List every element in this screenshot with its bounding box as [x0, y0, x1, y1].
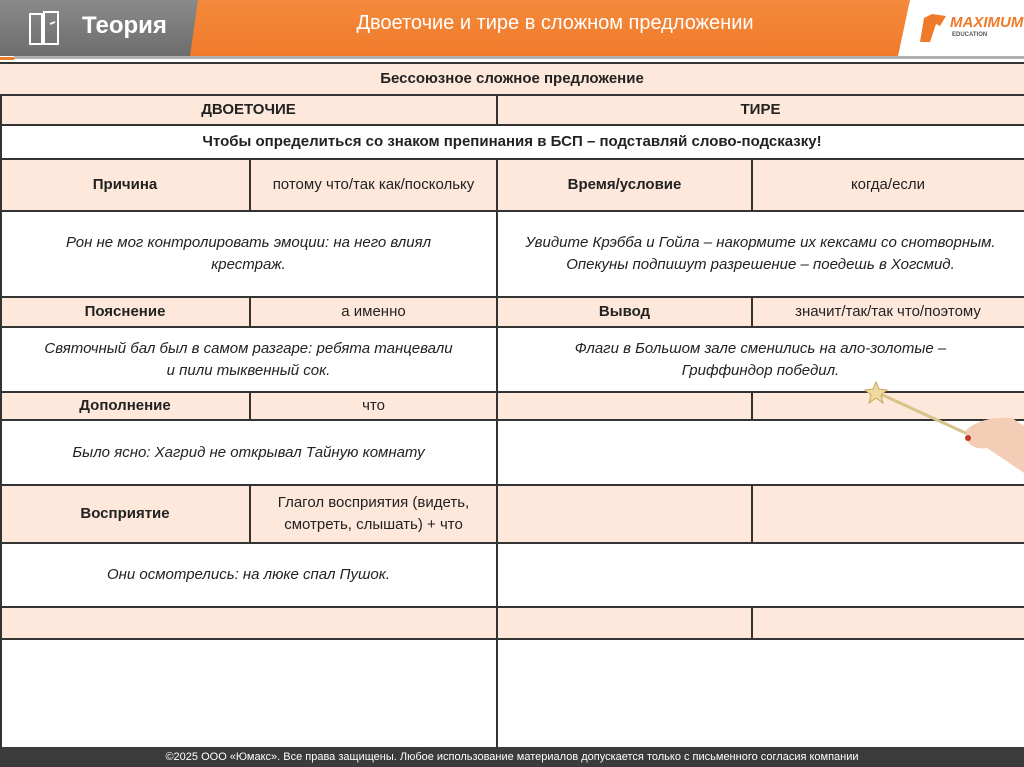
column-divider: [751, 298, 753, 328]
column-divider: [249, 486, 251, 544]
column-header-dash: ТИРЕ: [497, 96, 1024, 126]
header-accent: [0, 57, 14, 60]
logo-text: MAXIMUM: [950, 14, 1024, 31]
example-left: Было ясно: Хагрид не открывал Тайную ком…: [0, 421, 497, 486]
hint-words: а именно: [250, 298, 497, 328]
empty-cell: [752, 608, 1024, 640]
empty-cell: [497, 421, 1024, 486]
empty-cell: [0, 640, 497, 747]
hint-words: когда/если: [752, 160, 1024, 212]
example-left: Святочный бал был в самом разгаре: ребят…: [0, 328, 497, 393]
column-divider: [751, 608, 753, 640]
empty-cell: [497, 544, 1024, 608]
example-right: Увидите Крэбба и Гойла – накормите их ке…: [497, 212, 1024, 298]
column-divider: [751, 160, 753, 212]
table-top-border: [0, 62, 1024, 64]
footer-copyright: ©2025 ООО «Юмакс». Все права защищены. Л…: [0, 747, 1024, 767]
column-header-colon: ДВОЕТОЧИЕ: [0, 96, 497, 126]
label-prichina: Причина: [0, 160, 250, 212]
header-left: [0, 0, 200, 56]
page-title: Двоеточие и тире в сложном предложении: [356, 12, 754, 34]
column-divider: [751, 393, 753, 421]
maximum-logo: MAXIMUM EDUCATION: [918, 8, 1023, 48]
hint-row: Чтобы определиться со знаком препинания …: [0, 126, 1024, 160]
table-caption: Бессоюзное сложное предложение: [0, 64, 1024, 96]
column-divider: [751, 486, 753, 544]
column-divider: [496, 160, 498, 747]
label-poyasnenie: Пояснение: [0, 298, 250, 328]
column-divider: [249, 160, 251, 212]
empty-cell: [497, 608, 752, 640]
table-border-left: [0, 96, 2, 747]
empty-cell: [497, 486, 752, 544]
label-vremya-uslovie: Время/условие: [497, 160, 752, 212]
hint-words: значит/так/так что/поэтому: [752, 298, 1024, 328]
column-divider: [249, 393, 251, 421]
hint-words: потому что/так как/поскольку: [250, 160, 497, 212]
example-left: Они осмотрелись: на люке спал Пушок.: [0, 544, 497, 608]
hint-words: Глагол восприятия (видеть, смотреть, слы…: [250, 486, 497, 544]
label-vospriyatie: Восприятие: [0, 486, 250, 544]
section-label: Теория: [82, 12, 167, 39]
empty-cell: [497, 393, 752, 421]
hint-words: что: [250, 393, 497, 421]
example-left: Рон не мог контролировать эмоции: на нег…: [0, 212, 497, 298]
empty-cell: [497, 640, 1024, 747]
empty-cell: [752, 486, 1024, 544]
column-divider: [249, 298, 251, 328]
label-vyvod: Вывод: [497, 298, 752, 328]
example-right: Флаги в Большом зале сменились на ало-зо…: [497, 328, 1024, 393]
label-dopolnenie: Дополнение: [0, 393, 250, 421]
empty-cell: [752, 393, 1024, 421]
header-divider: [14, 56, 1024, 59]
magic-wand-icon: [863, 380, 1024, 473]
column-divider: [496, 96, 498, 126]
logo-subtext: EDUCATION: [952, 32, 988, 38]
header-bar: [190, 0, 910, 56]
book-icon: [29, 11, 59, 45]
empty-cell: [0, 608, 497, 640]
